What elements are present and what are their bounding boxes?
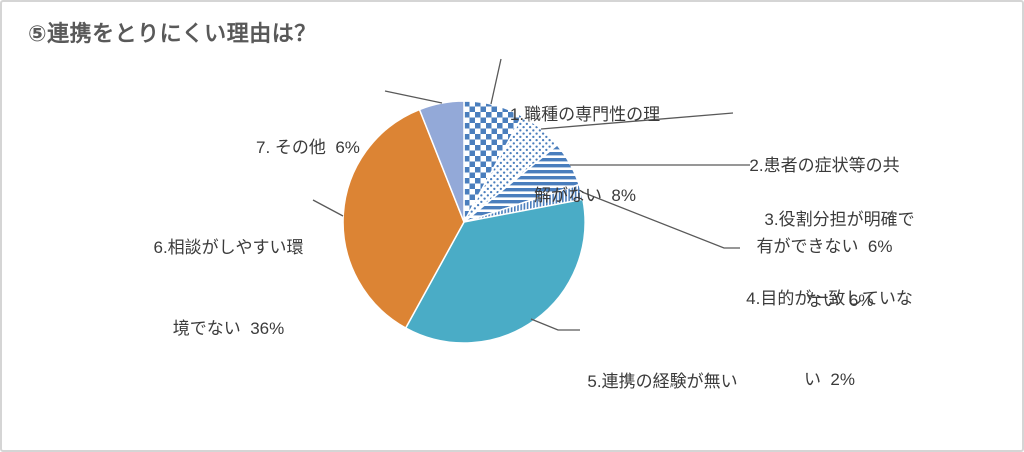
pie-slice-5 (404, 198, 586, 344)
leader-line-7 (384, 90, 443, 104)
callout-line: 6.相談がしやすい環 (153, 238, 304, 257)
callout-label-6: 6.相談がしやすい環 境でない 36% (101, 180, 356, 396)
callout-label-2: 2.患者の症状等の共 有ができない 6% (697, 98, 952, 314)
callout-line: 境でない 36% (172, 319, 285, 338)
leader-line-6 (312, 199, 344, 217)
callout-line: ない 6% (805, 291, 874, 310)
callout-line: 5.連携の経験が無い (587, 372, 738, 391)
callout-line: 4.目的が一致していな (746, 289, 913, 308)
leader-line-1 (490, 58, 502, 105)
pie-slice-6 (342, 108, 465, 330)
leader-line-4 (581, 191, 740, 249)
callout-line: 2.患者の症状等の共 (749, 156, 900, 175)
callout-label-5: 5.連携の経験が無い 36% (535, 314, 790, 450)
callout-line: 有ができない 6% (756, 237, 893, 256)
leader-lines (312, 58, 750, 331)
callout-label-1: 1.職種の専門性の理 解がない 8% (460, 47, 710, 263)
callout-line: 1.職種の専門性の理 (509, 105, 661, 124)
callout-label-4: 4.目的が一致していな い 2% (702, 231, 957, 447)
pie-slices (342, 100, 586, 344)
callout-line: い 2% (803, 370, 856, 389)
callout-line: 3.役割分担が明確で (764, 210, 915, 229)
callout-line: 解がない 8% (533, 186, 637, 205)
callout-label-7: 7. その他 6% (256, 80, 416, 242)
leader-line-2 (540, 112, 734, 130)
leader-line-5 (530, 318, 580, 331)
callout-line: 7. その他 6% (256, 138, 360, 157)
callout-label-3: 3.役割分担が明確で ない 6% (712, 152, 967, 368)
chart-title: ⑤連携をとりにくい理由は？ (28, 21, 317, 46)
